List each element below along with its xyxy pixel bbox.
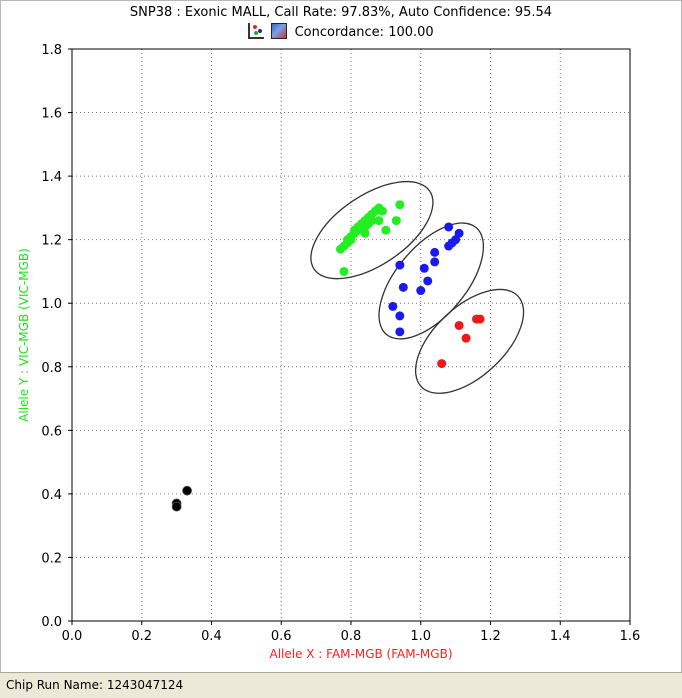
chip-run-name: Chip Run Name: 1243047124: [6, 678, 184, 692]
subtitle-row: Concordance: 100.00: [0, 23, 682, 40]
data-point: [395, 260, 405, 270]
y-tick-label: 0.8: [41, 361, 62, 376]
scatter-plot[interactable]: 0.0 0.2 0.4 0.6 0.8 1.0 1.2 1.4 1.6 0.0 0.2 0.4 0.6 0…: [0, 0, 682, 672]
data-point: [398, 282, 408, 292]
data-point: [339, 266, 349, 276]
x-tick-label: 1.2: [480, 629, 501, 644]
y-axis-title: Allele Y : VIC-MGB (VIC-MGB): [17, 248, 31, 422]
data-point: [416, 286, 426, 296]
data-point: [395, 200, 405, 210]
data-point: [171, 501, 182, 512]
data-point: [430, 257, 440, 267]
x-tick-label: 0.2: [131, 629, 152, 644]
y-tick-label: 0.0: [41, 615, 62, 630]
x-tick-label: 0.0: [62, 629, 83, 644]
data-point: [377, 206, 387, 216]
y-tick-label: 0.2: [41, 551, 62, 566]
data-point: [395, 327, 405, 337]
cluster-ellipse: [310, 180, 434, 280]
data-point: [461, 333, 471, 343]
cluster-ellipse: [414, 288, 525, 394]
data-point: [454, 320, 464, 330]
data-point: [475, 314, 485, 324]
data-point: [437, 359, 447, 369]
x-axis-title: Allele X : FAM-MGB (FAM-MGB): [269, 647, 452, 661]
data-point: [388, 301, 398, 311]
x-tick-label: 1.6: [620, 629, 641, 644]
x-tick-label: 1.0: [410, 629, 431, 644]
status-bar: Chip Run Name: 1243047124: [0, 672, 682, 698]
data-point: [367, 216, 377, 226]
plot-area-border: [71, 48, 631, 622]
data-point: [430, 247, 440, 257]
x-tick-label: 1.4: [550, 629, 571, 644]
data-point: [182, 485, 192, 496]
data-point: [381, 225, 391, 235]
x-tick-label: 0.4: [201, 629, 222, 644]
scatter-plot-icon[interactable]: [248, 23, 265, 39]
y-tick-label: 1.6: [41, 107, 62, 122]
chart-title: SNP38 : Exonic MALL, Call Rate: 97.83%, …: [129, 5, 553, 20]
cluster-ellipse: [378, 222, 485, 340]
y-tick-label: 0.6: [41, 424, 62, 439]
x-tick-label: 0.6: [271, 629, 292, 644]
data-point: [374, 216, 384, 226]
y-tick-label: 1.8: [41, 43, 62, 58]
y-tick-label: 1.2: [41, 234, 62, 249]
y-tick-label: 0.4: [41, 488, 62, 503]
x-tick-label: 0.8: [341, 629, 362, 644]
data-point: [395, 311, 405, 321]
data-point: [360, 228, 370, 238]
data-point: [444, 241, 454, 251]
data-point: [444, 222, 454, 232]
image-icon[interactable]: [271, 23, 288, 39]
y-tick-label: 1.0: [41, 297, 62, 312]
data-point: [423, 276, 433, 286]
y-tick-label: 1.4: [41, 170, 62, 185]
data-point: [419, 263, 429, 273]
data-point: [391, 216, 401, 226]
concordance-text: Concordance: 100.00: [294, 25, 434, 40]
